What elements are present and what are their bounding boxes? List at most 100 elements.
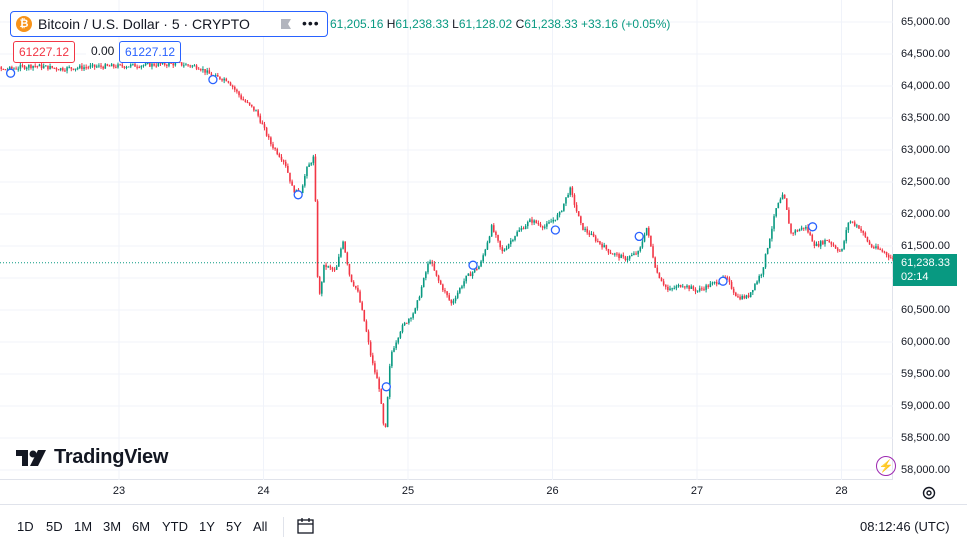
- range-button-1m[interactable]: 1M: [74, 519, 93, 534]
- candle-body: [781, 194, 784, 200]
- candle-body: [828, 240, 831, 243]
- price-tick-label: 62,000.00: [901, 208, 950, 220]
- candle-body: [420, 287, 423, 297]
- candle-body: [278, 154, 281, 157]
- candle-body: [548, 222, 550, 224]
- tradingview-brand: TradingView: [54, 446, 169, 468]
- candle-body: [149, 62, 151, 67]
- range-button-ytd[interactable]: YTD: [162, 519, 188, 534]
- candle-body: [325, 264, 327, 268]
- candle-body: [777, 202, 780, 209]
- candle-body: [807, 226, 809, 233]
- candle-body: [327, 266, 329, 268]
- candle-body: [338, 256, 340, 267]
- candle-body: [637, 251, 639, 255]
- candle-body: [890, 257, 892, 259]
- candle-body: [316, 201, 319, 277]
- lightning-icon[interactable]: ⚡: [876, 456, 896, 476]
- range-button-1d[interactable]: 1D: [17, 519, 34, 534]
- utc-clock[interactable]: 08:12:46 (UTC): [860, 519, 950, 534]
- candle-body: [495, 231, 497, 236]
- range-button-1y[interactable]: 1Y: [199, 519, 215, 534]
- candle-body: [563, 203, 565, 211]
- candle-body: [667, 286, 669, 291]
- chart-pane[interactable]: [0, 0, 893, 480]
- event-marker[interactable]: [807, 222, 818, 232]
- candle-body: [597, 241, 599, 243]
- calendar-icon[interactable]: [296, 516, 316, 536]
- candle-body: [155, 65, 158, 67]
- price-axis[interactable]: 65,000.00 64,500.00 64,000.00 63,500.00 63,0…: [893, 0, 967, 480]
- event-marker[interactable]: [5, 68, 16, 78]
- event-marker[interactable]: [468, 260, 478, 270]
- candle-body: [265, 127, 268, 136]
- candle-body: [490, 225, 493, 237]
- candle-body: [492, 225, 495, 232]
- candle-body: [745, 295, 748, 299]
- range-button-5y[interactable]: 5Y: [226, 519, 242, 534]
- candle-body: [518, 229, 521, 232]
- candle-body: [204, 68, 206, 73]
- candle-body: [628, 256, 631, 259]
- candle-body: [762, 267, 765, 275]
- buy-button[interactable]: 61227.12: [119, 41, 182, 63]
- price-tick-label: 63,500.00: [901, 112, 950, 124]
- candle-body: [293, 185, 296, 193]
- candle-body: [195, 65, 198, 69]
- candle-body: [673, 288, 676, 290]
- toolbar-divider: [283, 517, 284, 537]
- event-marker[interactable]: [550, 225, 561, 235]
- tradingview-logo-icon: [16, 450, 46, 466]
- candle-body: [51, 66, 53, 68]
- candle-body: [819, 241, 822, 247]
- candle-body: [401, 325, 404, 332]
- candle-body: [386, 396, 389, 427]
- event-marker[interactable]: [718, 276, 728, 286]
- event-marker[interactable]: [293, 190, 303, 200]
- candle-body: [255, 110, 257, 112]
- spread-value: 0.00: [86, 41, 120, 63]
- candle-body: [815, 243, 818, 246]
- event-marker[interactable]: [381, 382, 391, 392]
- candle-body: [242, 98, 245, 101]
- flag-icon[interactable]: [280, 18, 292, 30]
- sell-button[interactable]: 61227.12: [13, 41, 76, 63]
- candle-body: [569, 187, 572, 195]
- candle-body: [102, 66, 104, 69]
- candle-body: [533, 220, 535, 223]
- candle-body: [567, 194, 569, 198]
- candle-body: [78, 65, 81, 68]
- event-marker[interactable]: [208, 74, 218, 85]
- gear-icon[interactable]: [920, 484, 938, 502]
- candle-body: [42, 66, 45, 69]
- time-axis[interactable]: 6:00232425262728: [0, 480, 893, 504]
- price-tick-label: 64,500.00: [901, 48, 950, 60]
- candle-body: [571, 187, 574, 195]
- candle-body: [662, 281, 665, 285]
- candle-body: [193, 65, 196, 67]
- candle-body: [752, 289, 754, 293]
- price-chart[interactable]: [0, 0, 893, 480]
- candle-body: [830, 242, 833, 245]
- candle-body: [425, 272, 427, 278]
- candle-body: [452, 300, 455, 304]
- symbol-search-button[interactable]: ₿ Bitcoin / U.S. Dollar · 5 · CRYPTO •••: [10, 11, 328, 37]
- event-marker[interactable]: [634, 231, 644, 242]
- candle-body: [185, 64, 187, 66]
- candle-body: [34, 65, 37, 67]
- candle-body: [318, 276, 321, 294]
- more-icon[interactable]: •••: [302, 15, 320, 31]
- candle-body: [348, 264, 351, 275]
- candle-body: [603, 245, 605, 248]
- candle-body: [446, 291, 448, 296]
- candle-body: [15, 68, 17, 70]
- candle-body: [153, 63, 155, 66]
- range-button-5d[interactable]: 5D: [46, 519, 63, 534]
- range-button-3m[interactable]: 3M: [103, 519, 122, 534]
- candle-body: [19, 65, 22, 69]
- candle-body: [858, 225, 860, 229]
- range-button-6m[interactable]: 6M: [132, 519, 151, 534]
- candle-body: [53, 67, 56, 69]
- candle-body: [248, 102, 251, 105]
- range-button-all[interactable]: All: [253, 519, 268, 534]
